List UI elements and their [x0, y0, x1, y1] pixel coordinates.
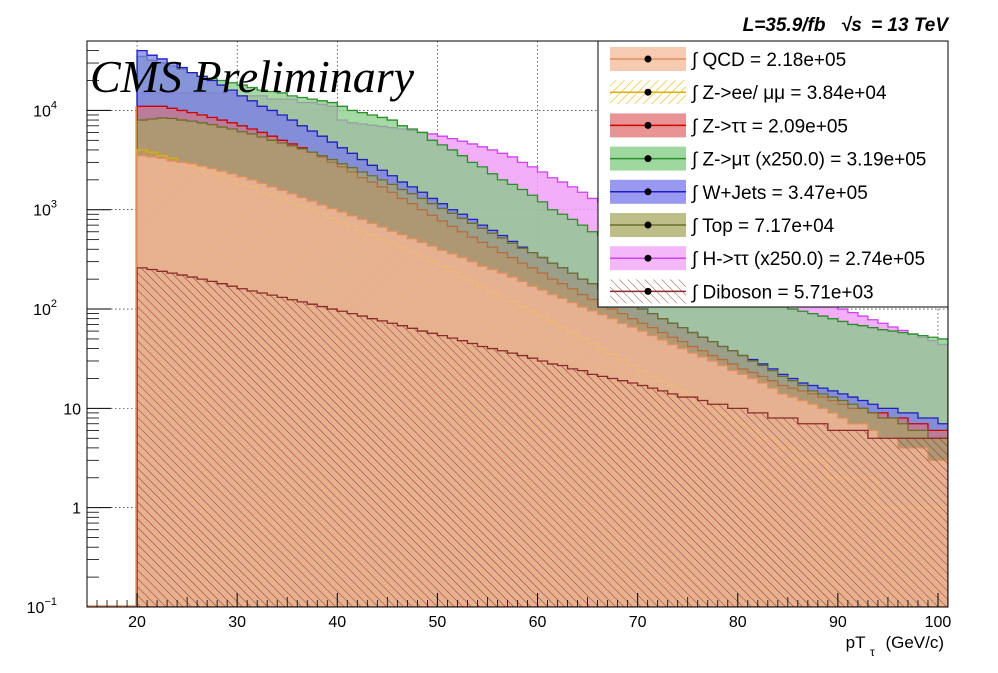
x-axis-label: pT τ (GeV/c) — [846, 633, 944, 660]
x-tick-label: 30 — [228, 614, 246, 631]
legend-entry-top: ∫ Top = 7.17e+04 — [610, 213, 835, 237]
legend-marker — [644, 221, 652, 229]
legend-marker — [644, 55, 652, 63]
series-dib-histogram — [136, 267, 948, 607]
legend-label: ∫ Z->ττ = 2.09e+05 — [691, 116, 848, 137]
legend-label: ∫ W+Jets = 3.47e+05 — [691, 183, 868, 204]
legend-entry-qcd: ∫ QCD = 2.18e+05 — [610, 47, 846, 71]
y-tick-label: 10 — [63, 401, 81, 418]
y-tick-label: 102 — [33, 298, 57, 319]
legend-entry-zll: ∫ Z->ee/ μμ = 3.84e+04 — [610, 80, 887, 105]
legend-label: ∫ Top = 7.17e+04 — [691, 216, 835, 237]
x-tick-label: 50 — [429, 614, 447, 631]
legend-marker — [644, 287, 652, 295]
x-tick-label: 90 — [829, 614, 847, 631]
y-tick-label: 103 — [33, 199, 57, 220]
legend-entry-dib: ∫ Diboson = 5.71e+03 — [610, 279, 874, 304]
legend-label: ∫ H->ττ (x250.0) = 2.74e+05 — [691, 249, 925, 270]
axis-ticks: 20 30 40 50 60 70 80 90 100 10−1 1 10 102 103 104 — [27, 40, 952, 631]
x-tick-label: 100 — [925, 614, 952, 631]
cms-watermark: CMS Preliminary — [90, 51, 415, 102]
legend-marker — [644, 155, 652, 163]
legend-entry-hmt: ∫ H->ττ (x250.0) = 2.74e+05 — [610, 246, 925, 271]
legend-label: ∫ Z->ee/ μμ = 3.84e+04 — [691, 83, 887, 104]
legend: ∫ QCD = 2.18e+05 ∫ Z->ee/ μμ = 3.84e+04 ∫ … — [597, 40, 949, 308]
legend-marker — [644, 254, 652, 262]
sqrt-s-label: √s — [841, 15, 862, 36]
legend-marker — [644, 188, 652, 196]
svg-text:L=35.9/fb √s = 13: L=35.9/fb √s = 13 TeV — [743, 15, 950, 36]
legend-entry-ztt: ∫ Z->ττ = 2.09e+05 — [610, 113, 848, 138]
legend-marker — [644, 121, 652, 129]
legend-label: ∫ Diboson = 5.71e+03 — [691, 282, 874, 303]
histogram-series — [87, 49, 948, 607]
legend-entry-wj: ∫ W+Jets = 3.47e+05 — [610, 179, 868, 204]
x-axis-label-unit: (GeV/c) — [885, 633, 944, 652]
x-axis-label-main: pT — [846, 633, 866, 652]
legend-label: ∫ Z->μτ (x250.0) = 3.19e+05 — [691, 150, 926, 171]
x-tick-label: 80 — [729, 614, 747, 631]
x-tick-label: 60 — [529, 614, 547, 631]
energy-label: = 13 TeV — [871, 15, 949, 36]
y-tick-label: 10−1 — [27, 596, 57, 617]
lumi-label: L=35.9/fb — [743, 15, 826, 36]
y-tick-label: 104 — [33, 99, 57, 120]
x-tick-label: 70 — [629, 614, 647, 631]
header-label: L=35.9/fb √s = 13 TeV — [743, 15, 950, 36]
y-tick-label: 1 — [72, 501, 81, 518]
x-axis-label-sub: τ — [870, 645, 875, 659]
x-tick-label: 20 — [128, 614, 146, 631]
legend-label: ∫ QCD = 2.18e+05 — [691, 50, 846, 71]
legend-marker — [644, 88, 652, 96]
legend-entry-zmt: ∫ Z->μτ (x250.0) = 3.19e+05 — [610, 146, 926, 171]
x-tick-label: 40 — [328, 614, 346, 631]
